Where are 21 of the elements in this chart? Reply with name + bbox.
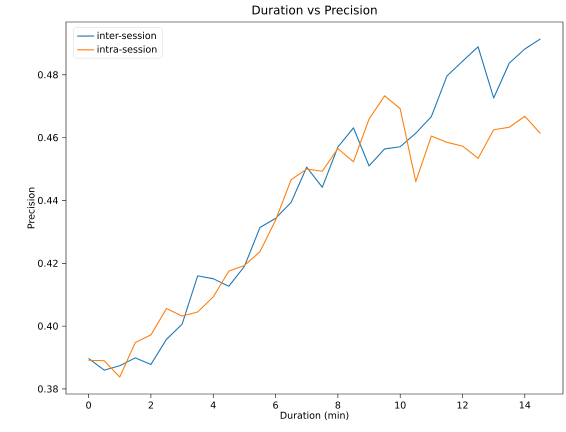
x-tick-label: 2 [148,402,153,409]
x-axis-title: Duration (min) [280,412,348,420]
y-tick-label: 0.38 [38,385,58,393]
x-tick-label: 8 [336,402,340,409]
line-series [88,95,541,378]
y-axis-title: Precision [27,188,35,228]
y-tick-label: 0.48 [38,71,58,78]
legend-label: intra-session [98,45,156,53]
x-tick-label: 14 [520,402,530,408]
line-series [88,38,541,371]
x-tick-label: 0 [86,402,91,409]
y-tick-label: 0.40 [38,322,58,330]
x-tick-label: 10 [395,402,406,409]
y-tick-label: 0.44 [38,196,58,204]
x-tick-label: 4 [210,402,216,408]
legend-label: inter-session [98,32,156,40]
y-tick-label: 0.42 [38,260,58,267]
x-tick-label: 6 [273,402,278,409]
x-tick-label: 12 [458,402,468,409]
y-tick-label: 0.46 [38,134,58,142]
chart-title: Duration vs Precision [252,5,377,14]
